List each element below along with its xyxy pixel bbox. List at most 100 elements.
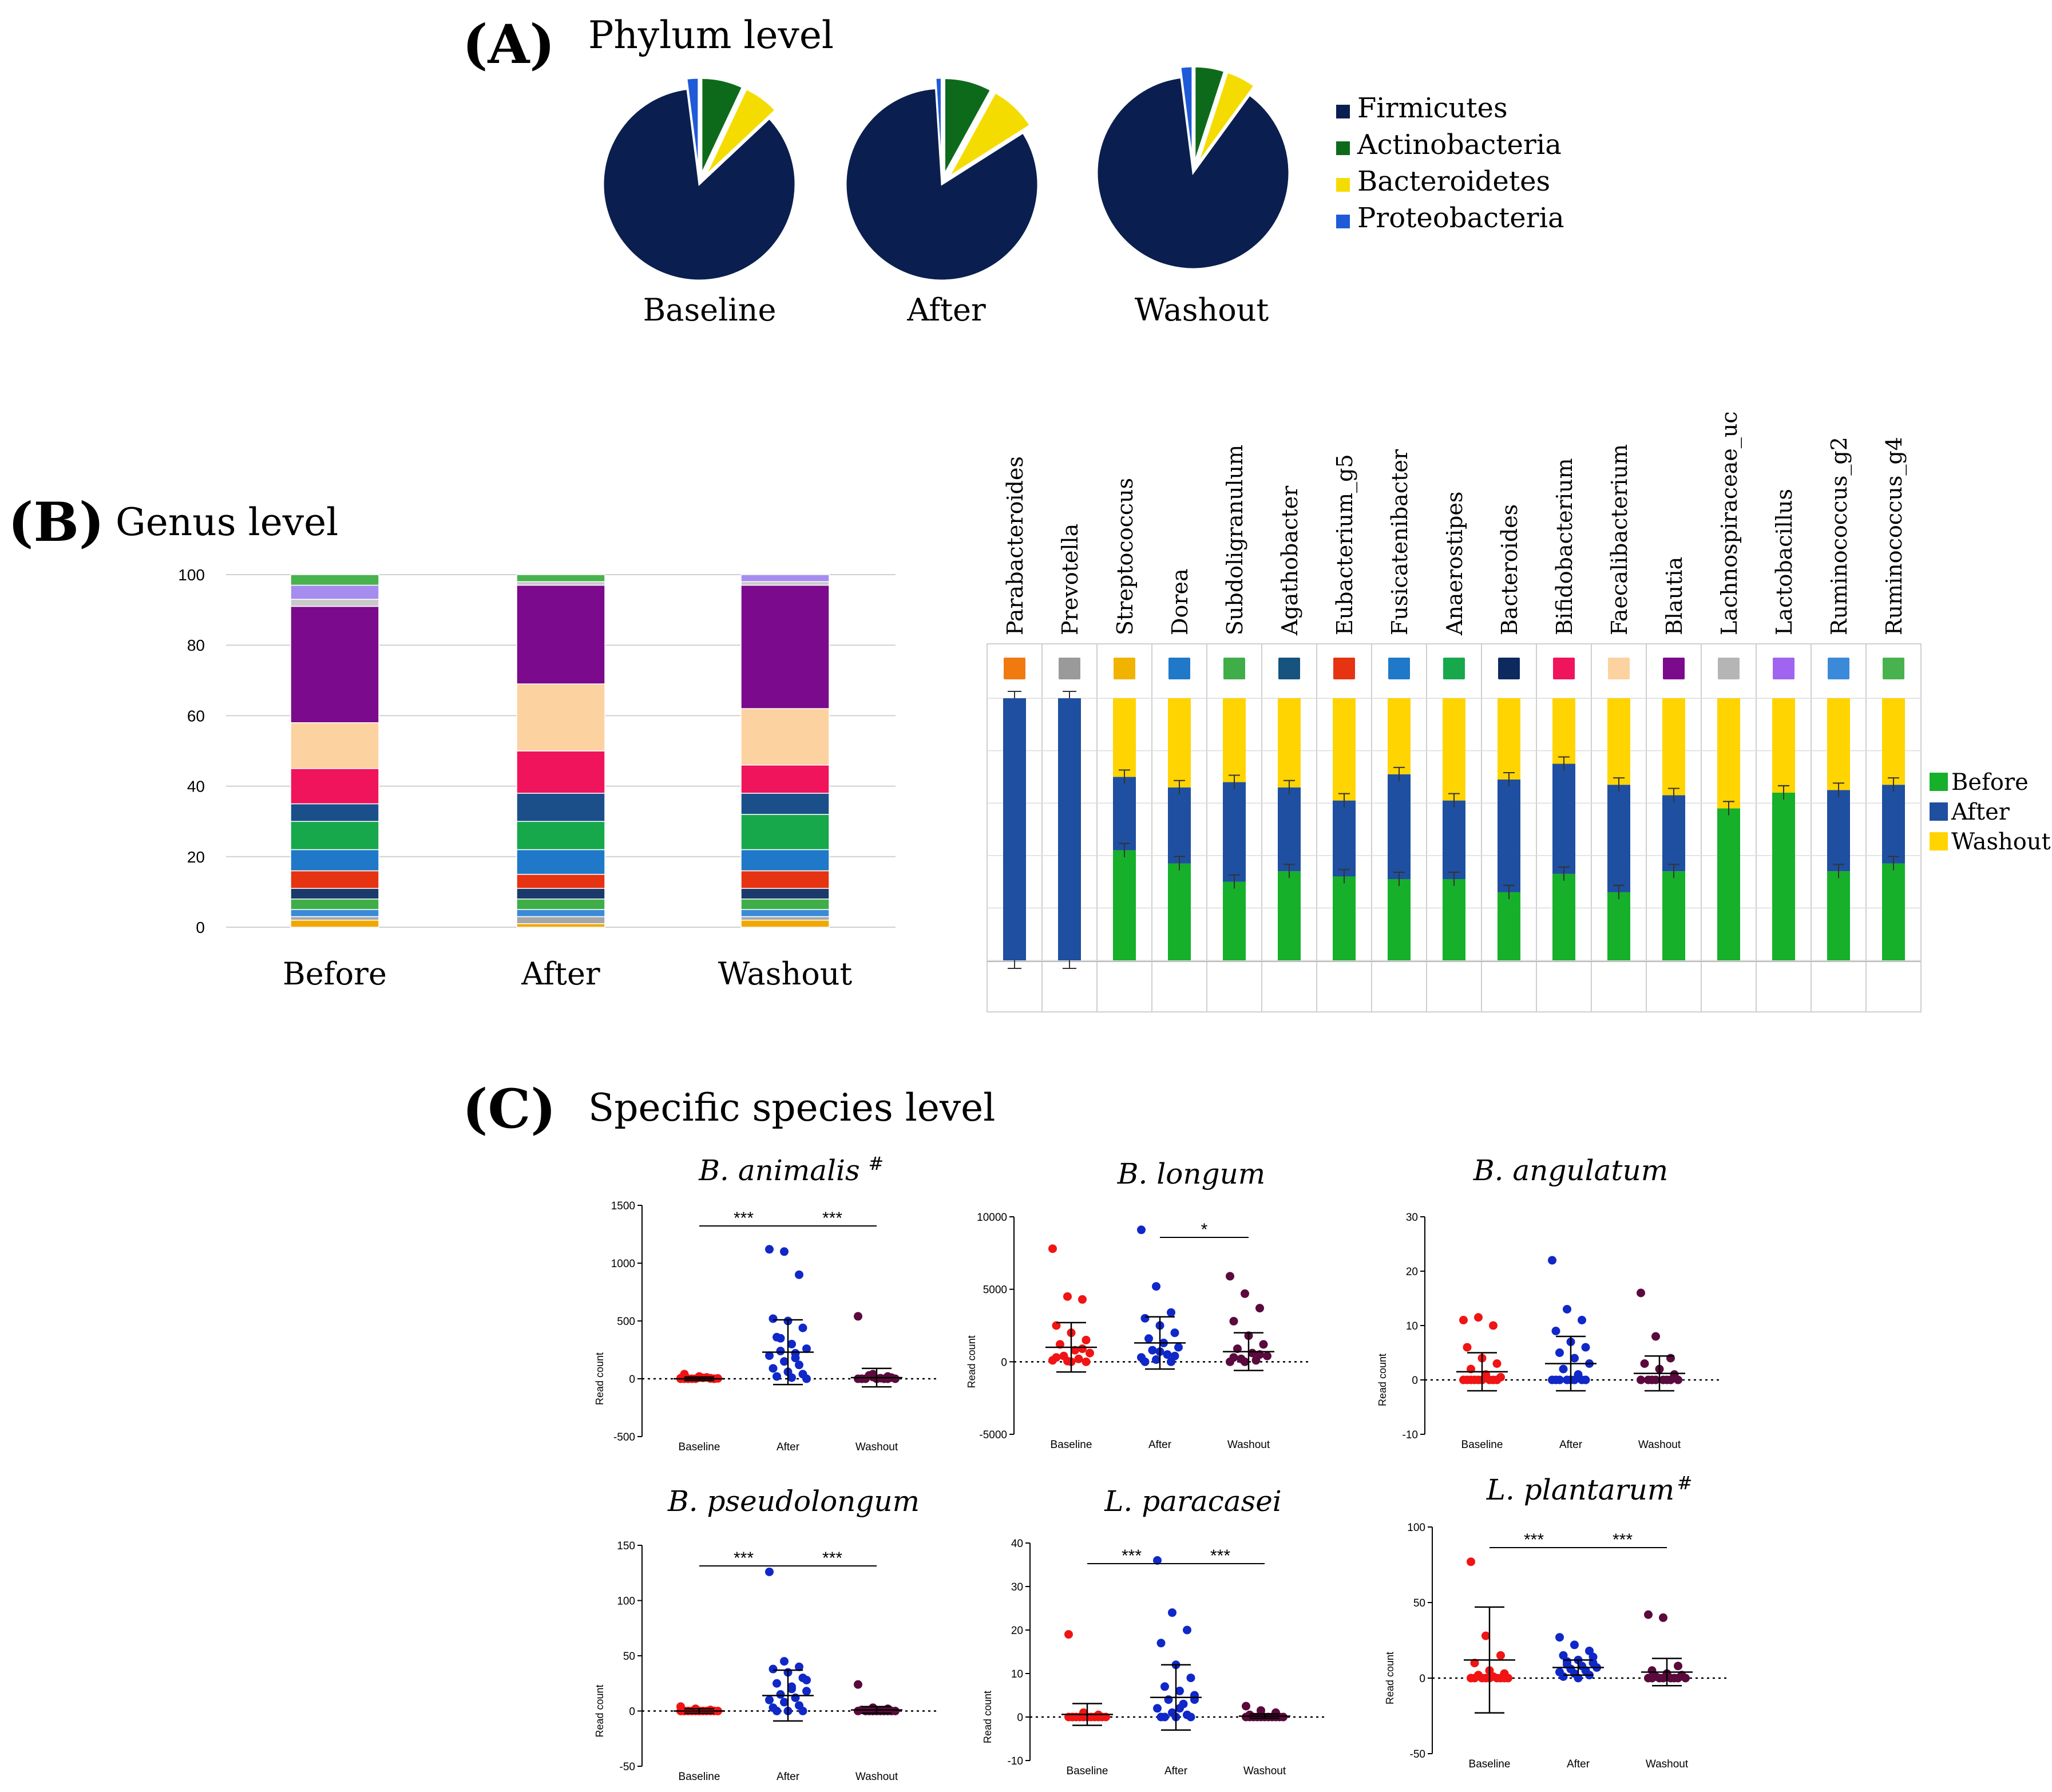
column-segment-before (1607, 892, 1630, 960)
column-segment-before (1443, 879, 1465, 960)
y-axis-label: Read count (594, 1684, 605, 1737)
data-point-after (795, 1270, 803, 1279)
legend-swatch-bacteroidetes (1336, 178, 1350, 192)
data-point-after (1581, 1375, 1590, 1384)
data-point-after (1167, 1308, 1175, 1317)
y-axis-label: Read count (594, 1352, 605, 1405)
data-point-after (798, 1707, 807, 1715)
data-point-washout (1229, 1316, 1238, 1326)
data-point-after (1570, 1375, 1579, 1384)
stack-segment-before (290, 909, 379, 917)
y-tick-label: 20 (1406, 1266, 1418, 1278)
legend-label-firmicutes: Firmicutes (1357, 92, 1508, 124)
stack-segment-washout (740, 909, 830, 917)
genus-swatch-prevotella (1057, 656, 1082, 681)
legend-swatch-after (1930, 802, 1948, 821)
stack-segment-washout (740, 793, 830, 815)
data-point-after (795, 1662, 803, 1671)
genus-swatch-faecalibacterium (1607, 656, 1631, 681)
y-tick-label: 40 (187, 778, 205, 796)
stack-segment-washout (740, 919, 830, 928)
scatter-plot-1: B. longum -5000 0 5000 10000 Read count Baseli… (966, 1157, 1312, 1451)
column-segment-after (1333, 800, 1356, 877)
stack-segment-before (290, 916, 379, 921)
sig-label: *** (734, 1209, 754, 1228)
column-segment-washout (1223, 698, 1246, 782)
data-point-washout (1666, 1354, 1675, 1363)
stack-segment-after (516, 793, 605, 822)
stack-segment-after (516, 873, 605, 889)
genus-swatch-bifidobacterium (1552, 656, 1576, 681)
genus-swatch-lachnospiraceae_uc (1717, 656, 1741, 681)
data-point-after (1186, 1674, 1195, 1683)
genus-name-anaerostipes: Anaerostipes (1442, 492, 1467, 636)
data-point-washout (1674, 1375, 1682, 1384)
stack-segment-after (516, 574, 605, 583)
data-point-washout (1229, 1353, 1238, 1362)
pie-slice-baseline-bacteroidetes (704, 88, 777, 177)
column-segment-after (1168, 787, 1191, 864)
column-segment-washout (1388, 698, 1411, 774)
data-point-after (765, 1351, 774, 1360)
column-segment-washout (1607, 698, 1630, 785)
data-point-after (1574, 1674, 1583, 1683)
data-point-after (1570, 1354, 1579, 1363)
column-segment-washout (1278, 698, 1301, 788)
data-point-after (802, 1374, 811, 1383)
data-point-after (1183, 1625, 1191, 1635)
data-point-after (776, 1347, 785, 1356)
data-point-baseline (1071, 1346, 1079, 1355)
data-point-baseline (1078, 1344, 1087, 1354)
stack-segment-before (290, 870, 379, 889)
y-tick-label: 10000 (977, 1212, 1007, 1224)
genus-swatch-parabacteroides (1003, 656, 1027, 681)
data-point-washout (1637, 1288, 1645, 1297)
panel-b-columns: Parabacteroides Prevotella Streptococcus Do… (987, 412, 2051, 1012)
x-label-washout: Washout (1638, 1439, 1681, 1451)
x-label-after: After (1148, 1439, 1172, 1451)
data-point-baseline (1474, 1313, 1483, 1322)
column-segment-before (1662, 871, 1685, 960)
y-tick-label: -50 (1410, 1749, 1425, 1761)
genus-name-lactobacillus: Lactobacillus (1772, 489, 1797, 635)
data-point-after (1175, 1686, 1184, 1695)
stack-segment-before (290, 821, 379, 850)
x-label-baseline: Baseline (679, 1771, 720, 1783)
data-point-after (776, 1690, 785, 1699)
column-segment-after (1113, 777, 1136, 850)
x-label-washout: Washout (855, 1771, 898, 1783)
y-tick-label: 50 (1413, 1597, 1425, 1609)
data-point-after (1144, 1334, 1153, 1343)
y-axis-label: Read count (1384, 1652, 1396, 1704)
y-tick-label: 10 (1011, 1668, 1023, 1680)
data-point-after (1588, 1652, 1598, 1662)
x-label-after: After (521, 956, 600, 992)
data-point-washout (1255, 1304, 1264, 1313)
data-point-after (776, 1334, 785, 1343)
legend-label-bacteroidetes: Bacteroidetes (1357, 165, 1550, 197)
data-point-after (1156, 1639, 1166, 1648)
genus-name-fusicatenibacter: Fusicatenibacter (1387, 449, 1412, 635)
panel-b-label: (B) (8, 491, 104, 554)
y-tick-label: -500 (613, 1431, 635, 1443)
column-segment-washout (1662, 698, 1685, 796)
data-point-after (1555, 1375, 1564, 1384)
x-label-washout: Washout (1227, 1439, 1270, 1451)
stack-segment-after (516, 898, 605, 910)
data-point-baseline (1082, 1335, 1091, 1344)
stack-segment-washout (740, 870, 830, 889)
data-point-after (1581, 1343, 1590, 1352)
panel-c-label: (C) (462, 1078, 556, 1141)
stack-segment-before (290, 606, 379, 723)
pie-slice-washout-actinobacteria (1194, 65, 1226, 163)
column-segment-after (1388, 774, 1411, 880)
y-tick-label: -50 (620, 1761, 635, 1773)
sig-label: *** (822, 1549, 842, 1568)
column-segment-after (1443, 800, 1465, 880)
scatter-title: B. animalis (698, 1154, 859, 1187)
data-point-washout (1271, 1712, 1280, 1722)
column-segment-washout (1552, 698, 1575, 764)
legend-label-proteobacteria: Proteobacteria (1357, 202, 1564, 234)
data-point-after (780, 1357, 789, 1366)
panel-b-stacked: (B) Genus level 0 20 40 60 80 100 Before After Was… (8, 491, 896, 992)
